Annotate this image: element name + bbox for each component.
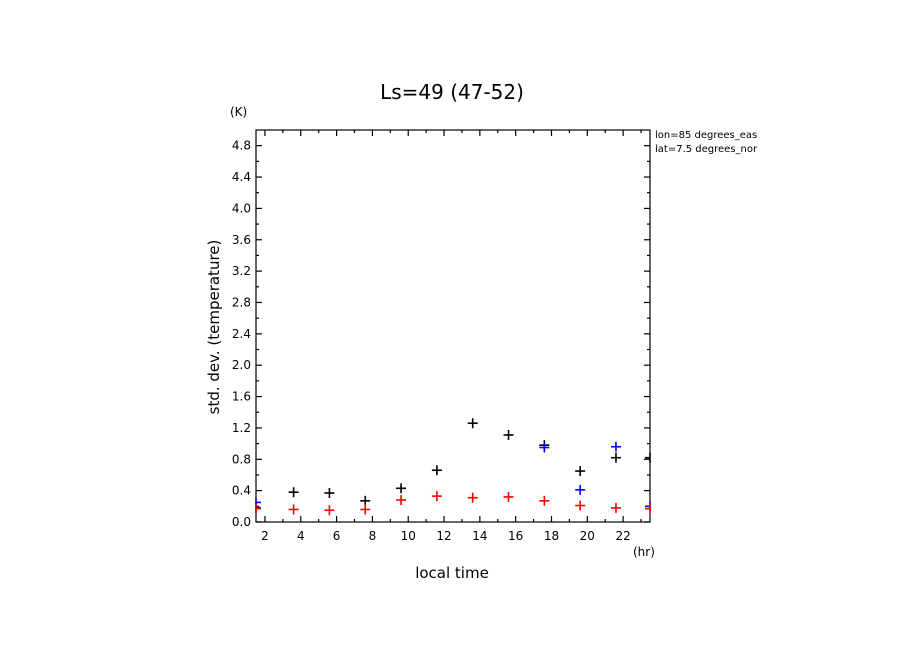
data-markers: [255, 418, 651, 516]
plot-frame: [255, 129, 651, 523]
x-tick-label: 20: [580, 529, 595, 543]
x-axis-ticks: 2 4 6 8 10 12 14 16 18 20 22: [261, 130, 642, 543]
y-tick-label: 0.4: [232, 484, 251, 498]
annotation-lat: lat=7.5 degrees_nor: [655, 144, 758, 155]
y-tick-label: 4.4: [232, 170, 251, 184]
x-tick-label: 2: [261, 529, 269, 543]
data-point: [575, 500, 586, 511]
data-point: [431, 491, 442, 502]
x-tick-label: 16: [508, 529, 523, 543]
y-tick-label: 4.8: [232, 139, 251, 153]
x-tick-label: 18: [544, 529, 559, 543]
data-point: [610, 452, 621, 463]
y-tick-label: 3.6: [232, 233, 251, 247]
data-point: [255, 503, 261, 514]
y-tick-label: 2.4: [232, 327, 251, 341]
data-point: [396, 483, 407, 494]
data-point: [645, 452, 651, 463]
data-point: [503, 491, 514, 502]
data-point: [288, 504, 299, 515]
data-point: [431, 465, 442, 476]
data-point: [467, 492, 478, 503]
data-point: [610, 502, 621, 513]
data-point: [575, 466, 586, 477]
y-axis-unit: (K): [230, 105, 247, 119]
data-point: [467, 418, 478, 429]
annotation-lon: lon=85 degrees_eas: [655, 130, 757, 141]
y-tick-label: 4.0: [232, 201, 251, 215]
data-point: [360, 495, 371, 506]
data-point: [288, 487, 299, 498]
chart-title: Ls=49 (47-52): [380, 80, 524, 104]
y-tick-label: 0.0: [232, 515, 251, 529]
x-axis-label: local time: [415, 564, 489, 582]
x-tick-label: 10: [401, 529, 416, 543]
data-point: [503, 429, 514, 440]
data-point: [610, 441, 621, 452]
data-point: [324, 487, 335, 498]
data-point: [645, 503, 651, 514]
y-tick-label: 1.6: [232, 390, 251, 404]
y-tick-label: 2.0: [232, 358, 251, 372]
y-tick-label: 2.8: [232, 295, 251, 309]
data-point: [396, 495, 407, 506]
x-tick-label: 12: [436, 529, 451, 543]
x-axis-unit: (hr): [633, 545, 655, 559]
y-axis-label: std. dev. (temperature): [205, 240, 223, 415]
x-tick-label: 14: [472, 529, 487, 543]
x-tick-label: 4: [297, 529, 305, 543]
x-tick-label: 8: [369, 529, 377, 543]
data-point: [575, 484, 586, 495]
x-tick-label: 6: [333, 529, 341, 543]
x-tick-label: 22: [615, 529, 630, 543]
data-point: [539, 495, 550, 506]
y-tick-label: 0.8: [232, 452, 251, 466]
y-tick-label: 1.2: [232, 421, 251, 435]
data-point: [539, 442, 550, 453]
data-point: [324, 505, 335, 516]
data-point: [360, 504, 371, 515]
y-axis-ticks: 0.0 0.4 0.8 1.2 1.6 2.0 2.4 2.8 3.2 3.6 4.0 4.4 4.8: [232, 139, 650, 529]
y-tick-label: 3.2: [232, 264, 251, 278]
